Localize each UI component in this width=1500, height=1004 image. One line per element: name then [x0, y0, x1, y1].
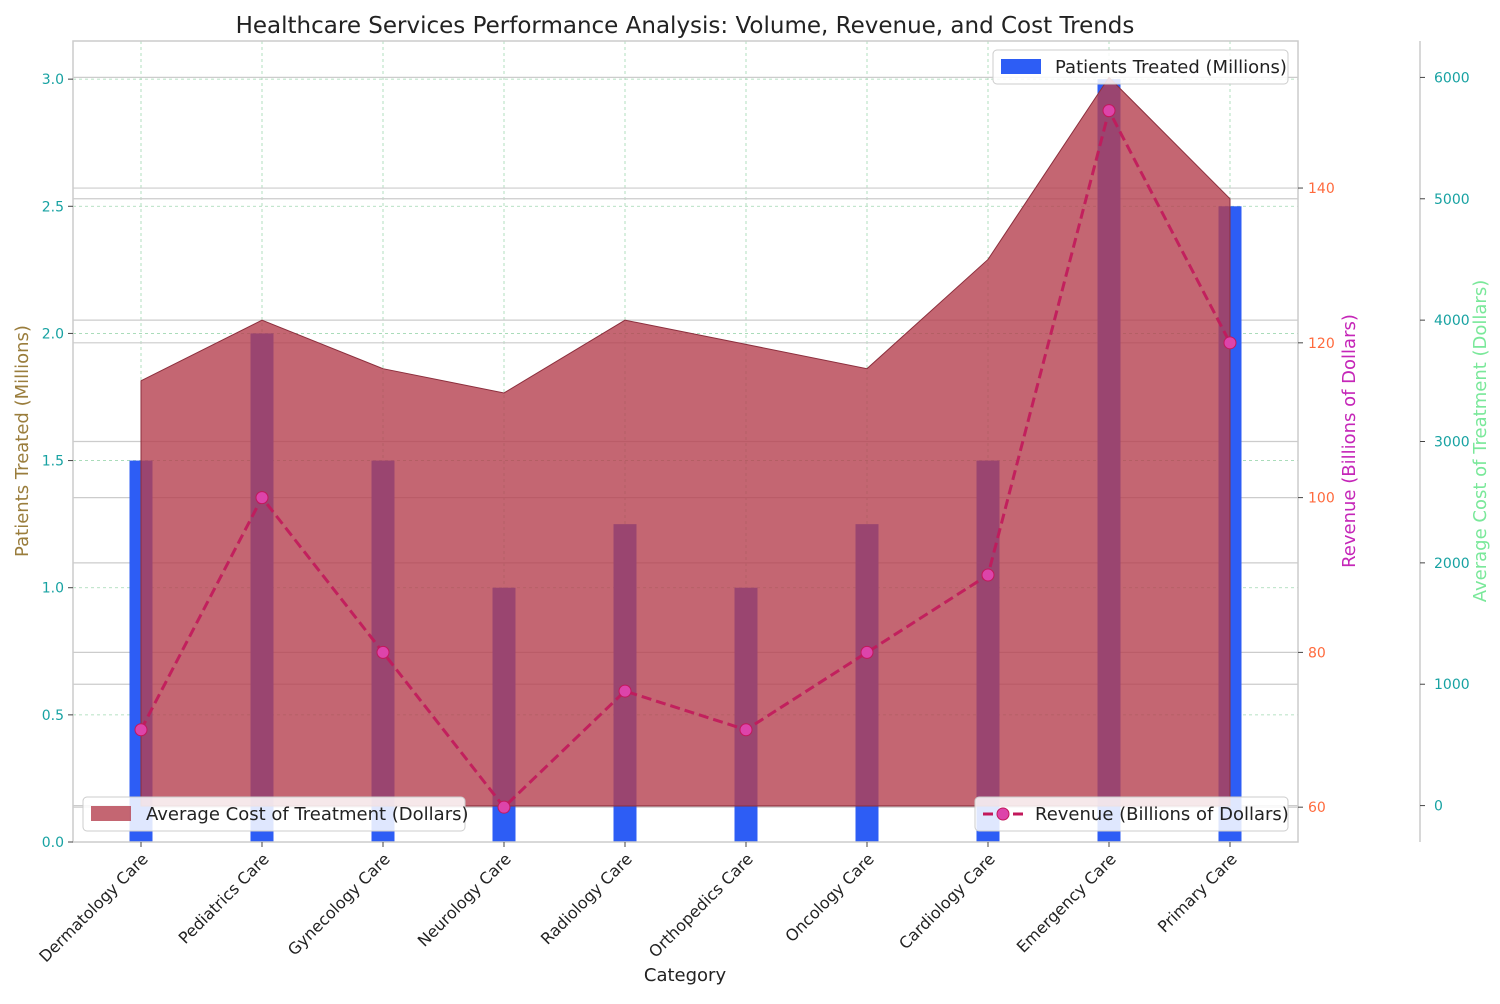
- x-tick-label: Orthopedics Care: [645, 849, 757, 961]
- right2-tick-label: 2000: [1434, 556, 1470, 572]
- line-point: [376, 645, 390, 659]
- left-tick-label: 0.5: [42, 708, 64, 724]
- left-tick-label: 2.5: [42, 199, 64, 215]
- line-point: [981, 568, 995, 582]
- line-point: [497, 800, 511, 814]
- x-axis-label: Category: [644, 965, 727, 986]
- left-tick-label: 2.0: [42, 326, 64, 342]
- right1-axis-ticks: 60 80 100 120 140: [1298, 181, 1335, 816]
- x-tick-label: Dermatology Care: [35, 849, 152, 966]
- left-tick-label: 1.5: [42, 454, 64, 470]
- x-tick-label: Gynecology Care: [284, 849, 394, 959]
- line-point: [255, 491, 269, 505]
- right1-tick-label: 120: [1308, 336, 1335, 352]
- legend-box-area: [82, 796, 466, 832]
- left-tick-label: 0.0: [42, 835, 64, 851]
- x-tick-label: Oncology Care: [781, 849, 877, 945]
- line-point: [618, 684, 632, 698]
- right2-tick-label: 3000: [1434, 435, 1470, 451]
- legend-box-line: [974, 796, 1289, 832]
- right2-axis-ticks: 0 1000 2000 3000 4000 5000 6000: [1420, 70, 1470, 815]
- line-markers: [134, 104, 1237, 814]
- left-tick-label: 1.0: [42, 581, 64, 597]
- right1-axis-label: Revenue (Billions of Dollars): [1339, 314, 1360, 568]
- right2-axis-label: Average Cost of Treatment (Dollars): [1470, 280, 1491, 603]
- line-point: [860, 645, 874, 659]
- right2-tick-label: 0: [1434, 799, 1443, 815]
- left-axis-label: Patients Treated (Millions): [12, 325, 33, 557]
- x-tick-label: Cardiology Care: [895, 849, 999, 953]
- area-series: [140, 76, 1231, 807]
- legend-label-line: Revenue (Billions of Dollars): [1035, 804, 1289, 825]
- legend-swatch-area: [91, 806, 131, 821]
- legend-swatch-bars: [1001, 59, 1041, 74]
- line-point: [739, 723, 753, 737]
- chart-title: Healthcare Services Performance Analysis…: [236, 13, 1135, 39]
- right1-tick-label: 60: [1308, 800, 1326, 816]
- right1-tick-label: 100: [1308, 491, 1335, 507]
- left-tick-label: 3.0: [42, 72, 64, 88]
- legend-box-bars: [992, 49, 1289, 85]
- x-tick-label: Neurology Care: [414, 849, 515, 950]
- right1-tick-label: 80: [1308, 645, 1326, 661]
- right2-tick-label: 4000: [1434, 313, 1470, 329]
- right1-tick-label: 140: [1308, 181, 1335, 197]
- legend-label-area: Average Cost of Treatment (Dollars): [146, 804, 469, 825]
- line-point: [1223, 336, 1237, 350]
- plot-frame: [72, 40, 1299, 843]
- x-tick-label: Emergency Care: [1013, 849, 1120, 956]
- right2-tick-label: 1000: [1434, 677, 1470, 693]
- x-tick-label: Primary Care: [1154, 849, 1241, 936]
- line-point: [1102, 104, 1116, 118]
- x-axis-ticks: Dermatology Care Pediatrics Care Gynecolog…: [35, 842, 1241, 966]
- right2-tick-label: 6000: [1434, 70, 1470, 86]
- line-series: [139, 106, 1232, 810]
- legend-swatch-marker: [996, 807, 1010, 821]
- left-axis-ticks: 0.0 0.5 1.0 1.5 2.0 2.5 3.0: [42, 72, 73, 851]
- line-point: [134, 723, 148, 737]
- legend-label-bars: Patients Treated (Millions): [1055, 57, 1287, 78]
- x-tick-label: Radiology Care: [537, 849, 636, 948]
- x-tick-label: Pediatrics Care: [175, 849, 273, 947]
- right2-tick-label: 5000: [1434, 192, 1470, 208]
